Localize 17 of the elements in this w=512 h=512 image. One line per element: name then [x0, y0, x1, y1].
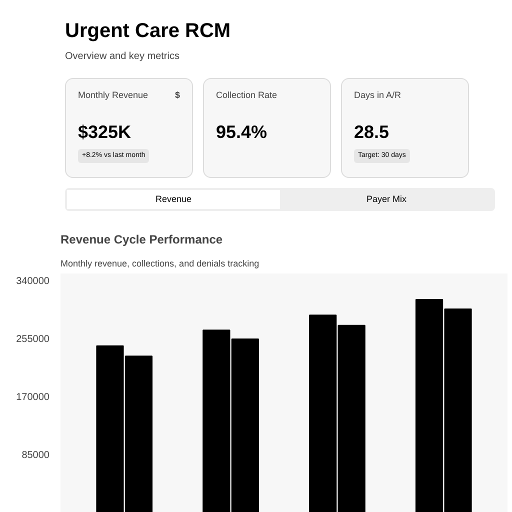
text: $325K: [78, 120, 132, 144]
text: Urgent Care RCM: [65, 19, 232, 44]
text: Days in A/R: [354, 88, 402, 102]
text: Collection Rate: [216, 88, 278, 102]
chart-subtitle: Monthly revenue, collections, and denials tracking: [60, 258, 260, 268]
text: Revenue: [67, 190, 280, 209]
y-tick-label: 170000: [16, 392, 50, 403]
text: 28.5: [354, 120, 390, 144]
y-tick-label: 340000: [16, 276, 50, 287]
text: Overview and key metrics: [65, 50, 180, 64]
y-tick-label: 255000: [16, 334, 50, 345]
chart-title: Revenue Cycle Performance: [60, 232, 223, 246]
text: $: [174, 88, 180, 102]
text: Payer Mix: [365, 192, 408, 206]
text: Monthly Revenue: [78, 88, 148, 102]
text: 95.4%: [216, 120, 268, 144]
y-tick-label: 85000: [22, 450, 50, 461]
